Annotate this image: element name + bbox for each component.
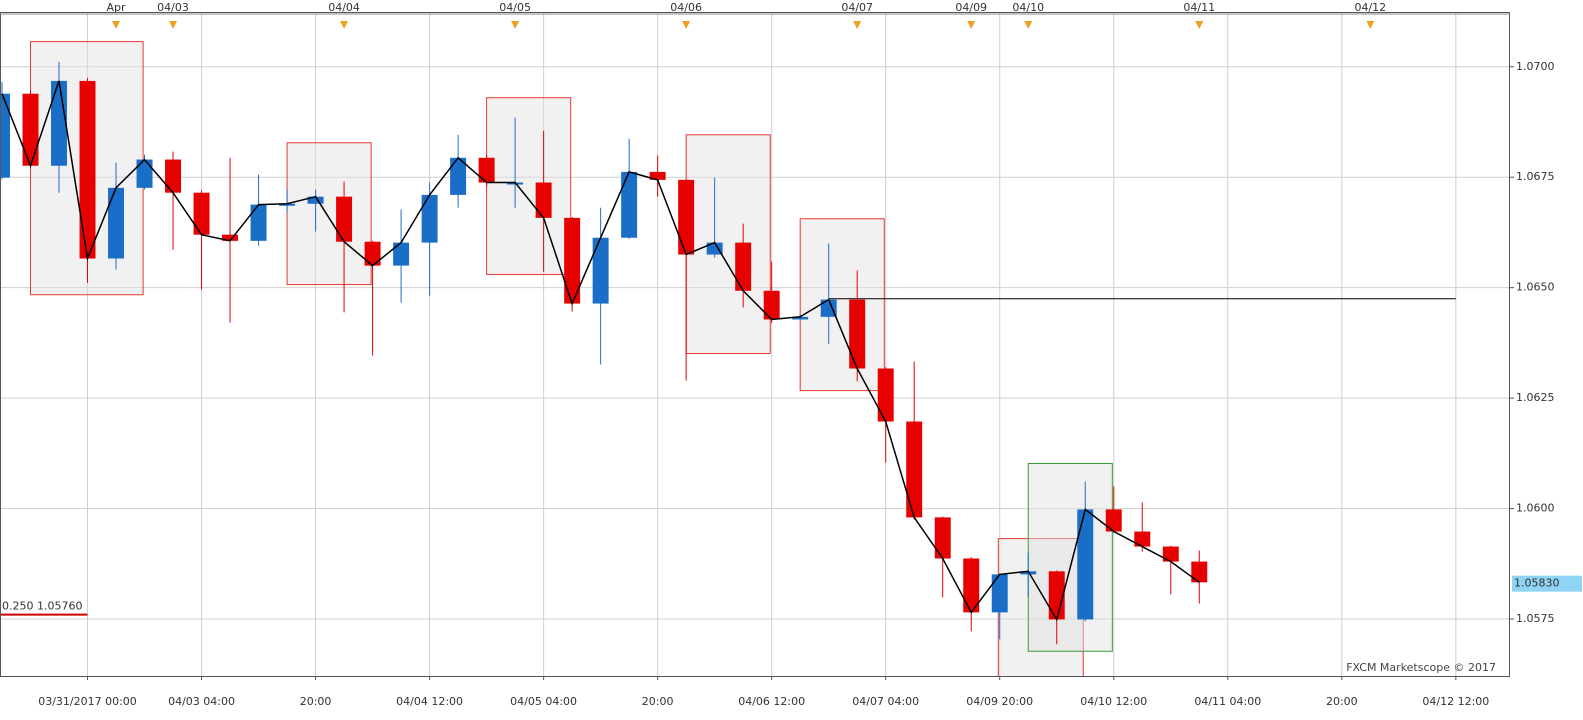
candle-body <box>849 299 866 369</box>
x-tick-label: 20:00 <box>642 695 674 708</box>
x-tick-label: 04/10 12:00 <box>1080 695 1147 708</box>
y-tick-label: 1.0600 <box>1516 502 1555 515</box>
candle-body <box>22 93 39 166</box>
candle-body <box>906 421 923 518</box>
candle-body <box>193 192 210 235</box>
x-tick-label: 04/07 04:00 <box>852 695 919 708</box>
x-tick-label: 20:00 <box>1326 695 1358 708</box>
candle-body <box>250 204 267 241</box>
top-tick-label: 04/05 <box>499 1 531 14</box>
candle-body <box>1077 509 1094 620</box>
x-tick-label: 03/31/2017 00:00 <box>38 695 137 708</box>
x-tick-label: 04/06 12:00 <box>738 695 805 708</box>
top-marker <box>1024 21 1033 29</box>
candle-body <box>592 237 609 304</box>
candle-body <box>364 241 381 266</box>
candle-body <box>963 558 980 613</box>
candle-body <box>792 316 809 320</box>
top-marker <box>511 21 520 29</box>
y-tick-label: 1.0675 <box>1516 170 1555 183</box>
candle-body <box>1162 546 1179 562</box>
fib-label: 0.250 1.05760 <box>2 600 82 613</box>
top-tick-label: 04/12 <box>1354 1 1386 14</box>
candle-body <box>1020 571 1037 575</box>
top-marker <box>1195 21 1204 29</box>
top-marker <box>853 21 862 29</box>
top-marker <box>1366 21 1375 29</box>
candle-body <box>336 196 353 242</box>
top-tick-label: 04/09 <box>955 1 987 14</box>
x-tick-label: 04/03 04:00 <box>168 695 235 708</box>
candle-body <box>450 157 467 195</box>
y-tick-label: 1.0650 <box>1516 281 1555 294</box>
candle-body <box>820 299 837 317</box>
top-tick-label: 04/10 <box>1012 1 1044 14</box>
top-marker <box>682 21 691 29</box>
y-tick-label: 1.0625 <box>1516 391 1555 404</box>
plot-area: 0.250 1.05760 <box>0 12 1510 676</box>
candle-body <box>51 80 67 166</box>
zone-box <box>685 134 771 354</box>
candle-body <box>934 517 951 559</box>
x-tick-label: 20:00 <box>300 695 332 708</box>
candle-body <box>735 242 752 291</box>
candle-body <box>307 196 324 204</box>
candle-body <box>621 171 638 238</box>
top-marker <box>112 21 121 29</box>
last-price-box <box>1512 575 1582 592</box>
candle-body <box>279 203 296 206</box>
candle-body <box>222 234 239 241</box>
top-tick-label: Apr <box>107 1 127 14</box>
top-tick-label: 04/06 <box>670 1 702 14</box>
top-tick-label: 04/07 <box>841 1 873 14</box>
top-marker <box>967 21 976 29</box>
x-tick-label: 04/09 20:00 <box>966 695 1033 708</box>
top-tick-label: 04/04 <box>328 1 360 14</box>
x-tick-label: 04/05 04:00 <box>510 695 577 708</box>
zone-box <box>286 142 372 286</box>
zone-box <box>799 218 885 392</box>
candle-body <box>393 242 410 266</box>
candle-body <box>877 368 894 422</box>
candle-body <box>1105 509 1122 532</box>
plot-frame <box>0 12 1510 677</box>
zone-box <box>1027 463 1113 652</box>
zone-box <box>997 538 1084 676</box>
candle-body <box>1048 571 1065 620</box>
candle-body <box>478 157 495 183</box>
candle-body <box>421 194 438 243</box>
candle-body <box>108 187 125 259</box>
candle-body <box>763 290 780 320</box>
candle-body <box>1134 531 1151 547</box>
candle-body <box>136 159 153 188</box>
candle-body <box>706 242 723 255</box>
last-price-label: 1.05830 <box>1514 577 1560 590</box>
top-marker <box>340 21 349 29</box>
top-tick-label: 04/11 <box>1183 1 1215 14</box>
candle-body <box>649 171 666 180</box>
close-line <box>1 80 1200 622</box>
top-marker <box>169 21 178 29</box>
candle-body <box>678 179 695 255</box>
candle-body <box>165 159 182 193</box>
candle-body <box>564 217 581 304</box>
top-tick-label: 04/03 <box>157 1 189 14</box>
candle-body <box>79 80 96 259</box>
x-tick-label: 04/11 04:00 <box>1194 695 1261 708</box>
y-tick-label: 1.0700 <box>1516 60 1555 73</box>
candle-body <box>0 93 10 178</box>
watermark: FXCM Marketscope © 2017 <box>1346 661 1496 674</box>
x-tick-label: 04/04 12:00 <box>396 695 463 708</box>
candle-body <box>991 574 1008 613</box>
candle-body <box>1191 561 1208 583</box>
y-tick-label: 1.0575 <box>1516 612 1555 625</box>
candle-body <box>535 182 552 218</box>
zone-box <box>486 97 572 275</box>
x-tick-label: 04/12 12:00 <box>1422 695 1489 708</box>
